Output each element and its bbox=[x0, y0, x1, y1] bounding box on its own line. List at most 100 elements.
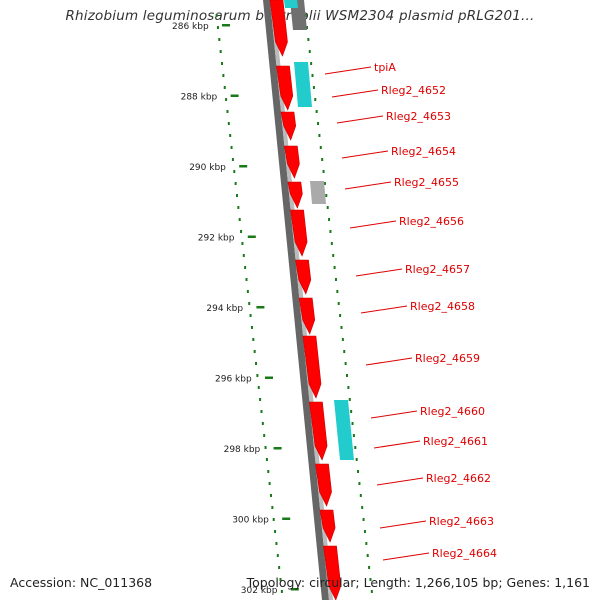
tick-dot bbox=[339, 314, 342, 317]
tick-dot bbox=[223, 86, 226, 89]
gene-arrow[interactable] bbox=[269, 0, 288, 57]
tick-dot bbox=[359, 494, 362, 497]
gene-label[interactable]: Rleg2_4657 bbox=[405, 263, 470, 276]
tick-dot bbox=[304, 14, 307, 17]
gene-arrow[interactable] bbox=[276, 65, 294, 111]
tick-dot bbox=[225, 98, 228, 101]
tick-dot bbox=[267, 470, 270, 473]
tick-dot bbox=[336, 290, 339, 293]
tick-dot bbox=[348, 398, 351, 401]
tick-dot bbox=[363, 530, 366, 533]
tick-dot bbox=[337, 302, 340, 305]
tick-dot bbox=[368, 566, 371, 569]
topology-text: Topology: circular; Length: 1,266,105 bp… bbox=[246, 575, 590, 590]
gene-label[interactable]: Rleg2_4653 bbox=[386, 110, 451, 123]
tick-dot bbox=[221, 62, 224, 65]
tick-dot bbox=[263, 434, 266, 437]
gene-arrow[interactable] bbox=[319, 509, 336, 543]
gene-arrow[interactable] bbox=[295, 259, 312, 295]
tick-dot bbox=[355, 458, 358, 461]
kbp-tick bbox=[282, 517, 291, 520]
tick-dot bbox=[235, 194, 238, 197]
tick-dot bbox=[323, 182, 326, 185]
tick-dot bbox=[219, 50, 222, 53]
tick-dot bbox=[260, 410, 263, 413]
tick-dot bbox=[330, 242, 333, 245]
gene-arrow[interactable] bbox=[280, 111, 297, 141]
gene-arrow[interactable] bbox=[290, 209, 308, 257]
tick-dot bbox=[229, 134, 232, 137]
gene-label[interactable]: Rleg2_4656 bbox=[399, 215, 464, 228]
kbp-tick bbox=[273, 447, 282, 450]
kbp-tick bbox=[239, 165, 248, 168]
tick-dot bbox=[317, 122, 320, 125]
gene-label[interactable]: Rleg2_4654 bbox=[391, 145, 456, 158]
gene-label[interactable]: Rleg2_4663 bbox=[429, 515, 494, 528]
gene-label[interactable]: Rleg2_4660 bbox=[420, 405, 485, 418]
gene-label[interactable]: tpiA bbox=[374, 61, 396, 74]
kbp-tick bbox=[256, 306, 265, 309]
gene-label[interactable]: Rleg2_4658 bbox=[410, 300, 475, 313]
kbp-label: 288 kbp bbox=[181, 93, 218, 103]
tick-dot bbox=[322, 170, 325, 173]
tick-dot bbox=[354, 446, 357, 449]
tick-dot bbox=[231, 158, 234, 161]
gene-arrow[interactable] bbox=[284, 0, 298, 8]
tick-dot bbox=[318, 134, 321, 137]
tick-dot bbox=[344, 362, 347, 365]
gene-arrow[interactable] bbox=[315, 463, 332, 507]
gene-arrow[interactable] bbox=[283, 145, 300, 179]
tick-dot bbox=[321, 158, 324, 161]
kbp-label: 292 kbp bbox=[198, 234, 235, 244]
label-leader bbox=[349, 220, 397, 229]
kbp-tick bbox=[222, 24, 230, 27]
tick-dot bbox=[343, 350, 346, 353]
tick-dot bbox=[326, 206, 329, 209]
tick-dot bbox=[237, 206, 240, 209]
tick-dot bbox=[238, 218, 241, 221]
gene-arrow[interactable] bbox=[310, 181, 326, 204]
label-leader bbox=[382, 552, 430, 561]
gene-arrow[interactable] bbox=[334, 400, 354, 460]
gene-label[interactable]: Rleg2_4661 bbox=[423, 435, 488, 448]
tick-dot bbox=[332, 254, 335, 257]
tick-dot bbox=[278, 566, 281, 569]
gene-arrow[interactable] bbox=[298, 297, 316, 335]
gene-arrow[interactable] bbox=[294, 62, 312, 107]
tick-dot bbox=[245, 278, 248, 281]
gene-label[interactable]: Rleg2_4662 bbox=[426, 472, 491, 485]
tick-dot bbox=[315, 110, 318, 113]
gene-label[interactable]: Rleg2_4652 bbox=[381, 84, 446, 97]
gene-label[interactable]: Rleg2_4659 bbox=[415, 352, 480, 365]
gene-arrow[interactable] bbox=[309, 401, 328, 461]
tick-dot bbox=[242, 254, 245, 257]
tick-dot bbox=[240, 230, 243, 233]
label-leader bbox=[373, 440, 421, 449]
tick-dot bbox=[230, 146, 233, 149]
gene-arrow[interactable] bbox=[302, 335, 322, 399]
gene-arrow[interactable] bbox=[323, 545, 342, 600]
tick-dot bbox=[250, 326, 253, 329]
tick-dot bbox=[272, 518, 275, 521]
tick-dot bbox=[264, 446, 267, 449]
tick-dot bbox=[325, 194, 328, 197]
tick-dot bbox=[314, 98, 317, 101]
kbp-tick bbox=[265, 376, 273, 379]
gene-label[interactable]: Rleg2_4664 bbox=[432, 547, 497, 560]
label-leader bbox=[324, 66, 372, 75]
tick-dot bbox=[319, 146, 322, 149]
accession-text: Accession: NC_011368 bbox=[10, 575, 153, 590]
tick-dot bbox=[329, 230, 332, 233]
feature-track bbox=[284, 0, 354, 460]
gene-arrow[interactable] bbox=[287, 181, 303, 209]
tick-dot bbox=[252, 338, 255, 341]
label-leader bbox=[331, 89, 379, 98]
tick-dot bbox=[310, 62, 313, 65]
tick-dot bbox=[305, 26, 308, 29]
kbp-label: 296 kbp bbox=[215, 375, 252, 385]
tick-dot bbox=[248, 302, 251, 305]
tick-dot bbox=[255, 362, 258, 365]
label-leader bbox=[355, 268, 403, 277]
gene-label[interactable]: Rleg2_4655 bbox=[394, 176, 459, 189]
